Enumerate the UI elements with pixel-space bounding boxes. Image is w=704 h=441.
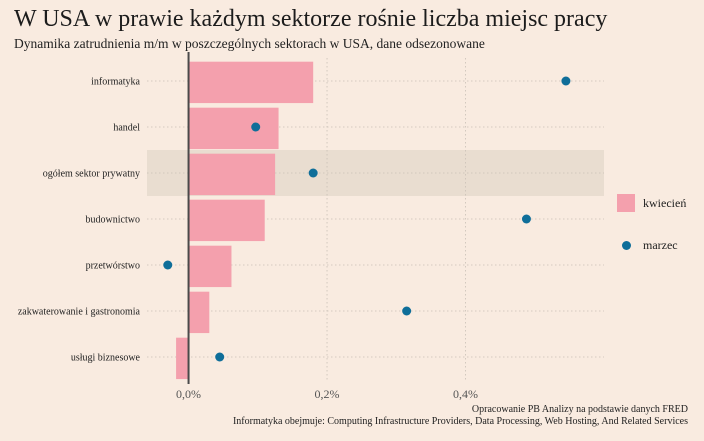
bar-budownictwo: [188, 199, 265, 242]
legend-item-kwiecien: kwiecień: [617, 192, 686, 214]
legend-label-marzec: marzec: [643, 237, 678, 252]
category-label-informatyka: informatyka: [91, 77, 140, 88]
bar-usługi-biznesowe: [176, 337, 189, 380]
legend-item-marzec: marzec: [617, 234, 686, 256]
category-label-budownictwo: budownictwo: [86, 215, 140, 226]
x-tick-label: 0,0%: [176, 387, 201, 401]
point-budownictwo: [521, 214, 531, 224]
bar-zakwaterowanie-i-gastronomia: [188, 291, 210, 334]
legend: kwiecień marzec: [617, 192, 686, 276]
point-zakwaterowanie-i-gastronomia: [402, 306, 412, 316]
legend-bar-swatch: [617, 194, 635, 212]
bar-handel: [188, 107, 279, 150]
bar-przetwórstwo: [188, 245, 232, 288]
chart-title: W USA w prawie każdym sektorze rośnie li…: [14, 6, 608, 32]
source-line-2: Informatyka obejmuje: Computing Infrastr…: [232, 416, 688, 427]
point-przetwórstwo: [163, 260, 173, 270]
category-label-usługi-biznesowe: usługi biznesowe: [71, 353, 141, 364]
category-label-zakwaterowanie-i-gastronomia: zakwaterowanie i gastronomia: [18, 307, 141, 318]
legend-label-kwiecien: kwiecień: [643, 195, 687, 210]
point-ogółem-sektor-prywatny: [308, 168, 318, 178]
legend-dot-swatch: [622, 240, 631, 250]
source-line-1: Opracowanie PB Analizy na podstawie dany…: [471, 404, 688, 415]
point-handel: [251, 122, 261, 132]
category-label-ogółem-sektor-prywatny: ogółem sektor prywatny: [43, 169, 140, 180]
chart-subtitle: Dynamika zatrudnienia m/m w poszczególny…: [14, 36, 485, 51]
source-note: Opracowanie PB Analizy na podstawie dany…: [233, 404, 688, 428]
bar-ogółem-sektor-prywatny: [188, 153, 276, 196]
bar-informatyka: [188, 61, 314, 104]
category-label-przetwórstwo: przetwórstwo: [86, 261, 140, 272]
category-label-handel: handel: [113, 123, 140, 134]
x-tick-label: 0,2%: [315, 387, 340, 401]
point-informatyka: [561, 76, 571, 86]
x-tick-label: 0,4%: [453, 387, 478, 401]
point-usługi-biznesowe: [215, 352, 225, 362]
